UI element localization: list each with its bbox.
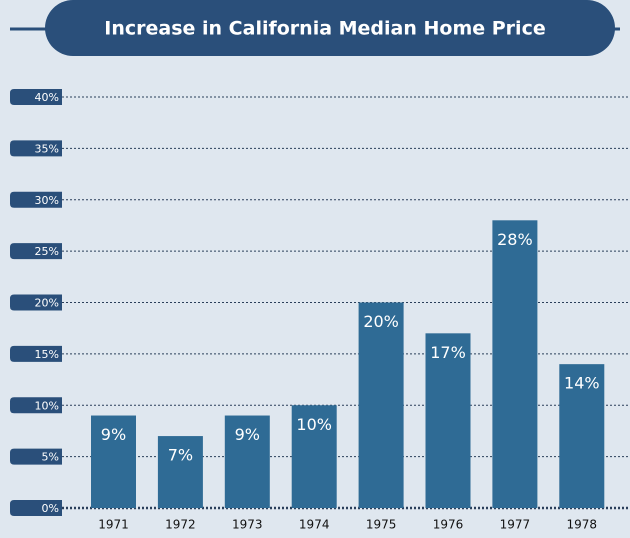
x-tick-label: 1973 bbox=[232, 518, 263, 532]
x-tick-label: 1971 bbox=[98, 518, 129, 532]
x-tick-label: 1978 bbox=[567, 518, 598, 532]
bar bbox=[559, 364, 605, 508]
value-label: 7% bbox=[168, 446, 193, 465]
value-label: 9% bbox=[235, 425, 260, 444]
y-tick-tab bbox=[10, 397, 62, 414]
bar bbox=[91, 415, 136, 508]
value-label: 17% bbox=[430, 343, 466, 362]
title-banner bbox=[45, 0, 615, 56]
bar bbox=[492, 220, 538, 509]
y-tick-label: 10% bbox=[35, 399, 59, 412]
value-label: 20% bbox=[363, 312, 399, 331]
y-tick-label: 35% bbox=[35, 142, 59, 155]
y-tick-tab bbox=[10, 448, 62, 465]
bar bbox=[358, 302, 404, 508]
bar bbox=[425, 333, 471, 508]
y-tick-tab bbox=[10, 89, 62, 105]
y-tick-label: 5% bbox=[42, 451, 59, 464]
y-tick-tab bbox=[10, 140, 62, 157]
y-tick-label: 20% bbox=[35, 297, 59, 310]
value-label: 10% bbox=[296, 415, 332, 434]
y-tick-tab bbox=[10, 500, 62, 516]
x-tick-label: 1974 bbox=[299, 518, 330, 532]
value-label: 9% bbox=[101, 425, 126, 444]
y-tick-label: 30% bbox=[35, 194, 59, 207]
y-tick-tab bbox=[10, 345, 62, 362]
y-tick-label: 15% bbox=[35, 348, 59, 361]
y-tick-label: 0% bbox=[42, 502, 59, 515]
y-tick-tab bbox=[10, 191, 62, 208]
bar bbox=[291, 405, 337, 508]
y-tick-tab bbox=[10, 294, 62, 311]
bar bbox=[157, 436, 203, 508]
x-tick-label: 1976 bbox=[433, 518, 464, 532]
value-label: 14% bbox=[564, 374, 600, 393]
y-tick-label: 25% bbox=[35, 245, 59, 258]
x-tick-label: 1975 bbox=[366, 518, 397, 532]
chart-title: Increase in California Median Home Price bbox=[104, 18, 545, 40]
x-tick-label: 1972 bbox=[165, 518, 196, 532]
y-tick-label: 40% bbox=[35, 91, 59, 104]
bar bbox=[224, 415, 270, 508]
value-label: 28% bbox=[497, 230, 533, 249]
y-tick-tab bbox=[10, 243, 62, 260]
x-tick-label: 1977 bbox=[500, 518, 531, 532]
